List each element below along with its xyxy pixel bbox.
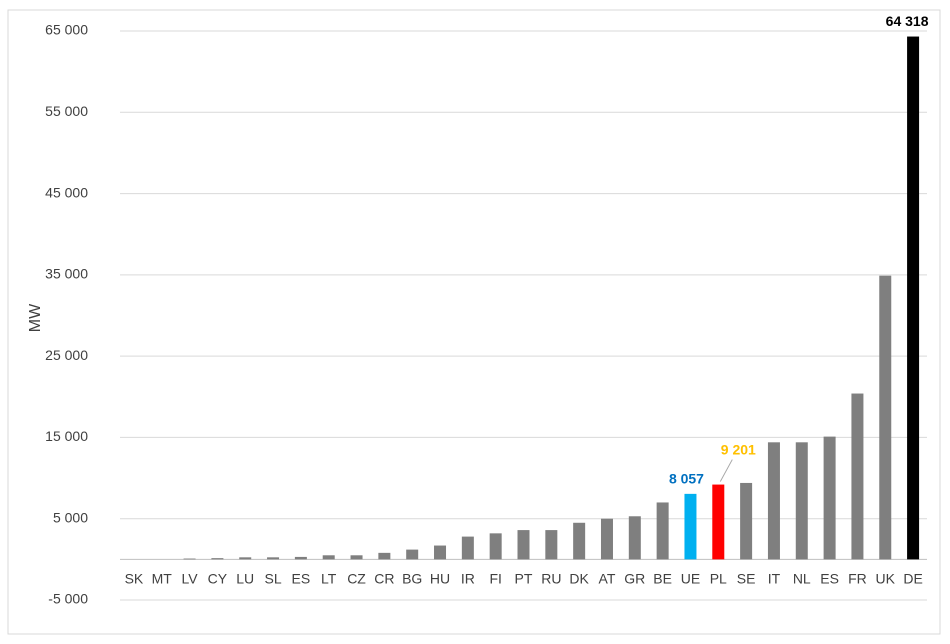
x-tick-label: MT bbox=[152, 571, 173, 587]
x-tick-label: PL bbox=[710, 571, 727, 587]
value-label: 9 201 bbox=[721, 441, 756, 457]
bar bbox=[267, 557, 280, 560]
x-tick-label: LT bbox=[321, 571, 337, 587]
bar bbox=[740, 482, 753, 560]
bar bbox=[600, 518, 613, 560]
bar bbox=[434, 545, 447, 560]
x-tick-label: UK bbox=[876, 571, 896, 587]
y-tick-label: 65 000 bbox=[45, 22, 88, 38]
y-tick-label: 55 000 bbox=[45, 103, 88, 119]
label-leader bbox=[719, 459, 733, 482]
x-tick-label: IR bbox=[461, 571, 475, 587]
bar bbox=[183, 558, 196, 560]
bar bbox=[851, 393, 864, 560]
bar bbox=[211, 558, 224, 560]
x-tick-label: CR bbox=[374, 571, 394, 587]
x-tick-label: NL bbox=[793, 571, 811, 587]
bar bbox=[322, 555, 335, 560]
y-tick-label: -5 000 bbox=[48, 591, 88, 607]
x-tick-label: IT bbox=[768, 571, 781, 587]
chart-frame bbox=[7, 9, 941, 635]
x-tick-label: LV bbox=[182, 571, 199, 587]
bar bbox=[767, 442, 780, 560]
x-tick-label: SK bbox=[125, 571, 144, 587]
bar bbox=[294, 556, 307, 560]
y-tick-label: 5 000 bbox=[53, 509, 88, 525]
y-tick-label: 35 000 bbox=[45, 266, 88, 282]
x-tick-label: HU bbox=[430, 571, 450, 587]
value-label: 8 057 bbox=[669, 471, 704, 487]
x-tick-label: FR bbox=[848, 571, 867, 587]
bar bbox=[879, 275, 892, 560]
x-tick-label: RU bbox=[541, 571, 561, 587]
x-tick-label: DK bbox=[569, 571, 589, 587]
bar bbox=[628, 516, 641, 560]
x-tick-label: UE bbox=[681, 571, 700, 587]
bar bbox=[795, 442, 808, 560]
x-tick-label: GR bbox=[624, 571, 645, 587]
x-tick-label: DE bbox=[903, 571, 922, 587]
x-tick-label: PT bbox=[515, 571, 533, 587]
x-tick-label: CY bbox=[208, 571, 228, 587]
bar bbox=[573, 522, 586, 560]
value-label: 64 318 bbox=[886, 13, 929, 29]
y-axis-label: MW bbox=[27, 303, 44, 332]
bar bbox=[684, 493, 697, 560]
bar bbox=[461, 536, 474, 560]
x-tick-label: ES bbox=[292, 571, 311, 587]
bar bbox=[239, 557, 252, 560]
x-tick-label: LU bbox=[236, 571, 254, 587]
bar bbox=[823, 436, 836, 560]
bar bbox=[378, 552, 391, 560]
bar bbox=[656, 502, 669, 560]
bar bbox=[406, 549, 419, 560]
bar bbox=[712, 484, 725, 560]
y-tick-label: 15 000 bbox=[45, 428, 88, 444]
y-tick-label: 45 000 bbox=[45, 184, 88, 200]
x-tick-label: AT bbox=[599, 571, 616, 587]
bar bbox=[545, 530, 558, 560]
bar bbox=[907, 36, 920, 560]
bar bbox=[350, 555, 363, 560]
y-tick-label: 25 000 bbox=[45, 347, 88, 363]
x-tick-label: FI bbox=[489, 571, 501, 587]
x-tick-label: BG bbox=[402, 571, 422, 587]
x-tick-label: CZ bbox=[347, 571, 366, 587]
x-tick-label: BE bbox=[653, 571, 672, 587]
x-tick-label: SE bbox=[737, 571, 756, 587]
x-tick-label: ES bbox=[820, 571, 839, 587]
bar bbox=[517, 530, 530, 560]
x-tick-label: SL bbox=[264, 571, 281, 587]
bar bbox=[489, 533, 502, 560]
